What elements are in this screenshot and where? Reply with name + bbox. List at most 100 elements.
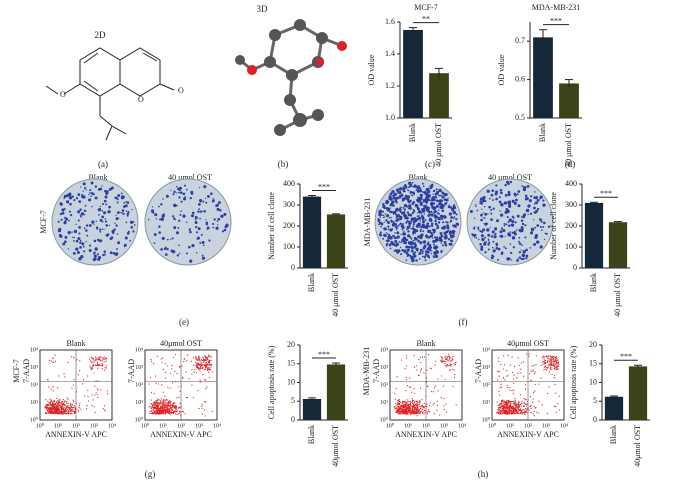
- colony: [401, 249, 404, 252]
- colony: [429, 185, 432, 188]
- event: [158, 409, 160, 411]
- plate: [144, 178, 232, 266]
- event: [50, 410, 52, 412]
- event: [546, 412, 548, 415]
- colony: [407, 230, 410, 233]
- event: [555, 369, 558, 371]
- colony: [153, 233, 157, 236]
- event: [406, 414, 408, 416]
- event: [66, 401, 68, 403]
- colony: [126, 212, 130, 216]
- event: [203, 401, 206, 403]
- event: [508, 402, 510, 404]
- event: [423, 411, 425, 413]
- colony: [430, 213, 434, 217]
- event: [50, 399, 53, 401]
- colony: [199, 217, 201, 220]
- colony: [492, 240, 495, 243]
- event: [515, 406, 517, 408]
- colony: [530, 231, 533, 235]
- event: [171, 409, 174, 411]
- event: [441, 357, 444, 359]
- colony: [382, 202, 385, 206]
- event: [205, 363, 207, 365]
- event: [506, 387, 509, 389]
- colony: [490, 208, 493, 212]
- x-tick-label: 10⁰: [141, 422, 150, 429]
- colony: [205, 201, 208, 204]
- colony: [154, 213, 158, 217]
- colony: [438, 199, 442, 203]
- event: [555, 366, 557, 368]
- event: [60, 413, 62, 415]
- colony: [417, 222, 421, 226]
- colony: [383, 227, 387, 231]
- event: [498, 371, 501, 373]
- event: [202, 356, 204, 358]
- event: [441, 359, 443, 361]
- colony: [427, 229, 432, 234]
- colony: [77, 237, 81, 241]
- colony: [504, 247, 507, 250]
- event: [174, 402, 176, 404]
- colony: [382, 216, 385, 219]
- colony: [59, 202, 62, 204]
- colony: [442, 221, 445, 224]
- event: [517, 402, 520, 404]
- colony: [422, 209, 426, 213]
- colony: [69, 213, 73, 217]
- event: [47, 400, 49, 402]
- colony: [507, 200, 511, 205]
- event: [419, 412, 421, 414]
- event: [201, 405, 203, 407]
- event: [153, 393, 155, 395]
- colony: [126, 214, 129, 217]
- colony: [487, 238, 490, 241]
- colony: [437, 226, 440, 228]
- event: [59, 404, 61, 406]
- colony: [453, 224, 457, 228]
- event: [434, 360, 436, 362]
- event: [405, 379, 407, 381]
- event: [514, 400, 516, 402]
- event: [411, 399, 414, 401]
- event: [59, 404, 62, 406]
- colony: [401, 229, 403, 231]
- colony: [67, 230, 71, 235]
- event: [552, 363, 555, 365]
- colony: [543, 238, 546, 241]
- event: [207, 363, 209, 365]
- event: [431, 390, 433, 393]
- event: [161, 361, 163, 363]
- colony: [101, 203, 105, 206]
- event: [417, 407, 419, 410]
- colony: [81, 195, 85, 199]
- event: [151, 405, 154, 407]
- colony: [527, 204, 531, 208]
- event: [152, 409, 154, 412]
- colony: [161, 236, 165, 240]
- significance: ***: [318, 182, 330, 191]
- event: [543, 361, 546, 363]
- colony: [393, 211, 397, 214]
- colony: [217, 224, 219, 226]
- y-tick-label: 0.5: [515, 113, 525, 122]
- event: [533, 372, 536, 375]
- event: [51, 404, 53, 406]
- colony: [415, 218, 419, 222]
- event: [535, 355, 537, 357]
- event: [426, 403, 428, 405]
- panel-label: (g): [145, 469, 156, 479]
- event: [511, 371, 514, 374]
- event: [67, 398, 69, 400]
- event: [204, 368, 206, 370]
- event: [159, 405, 162, 407]
- colony: [409, 190, 413, 194]
- event: [540, 377, 542, 379]
- event: [532, 413, 534, 415]
- y-tick-label: 200: [565, 221, 577, 230]
- event: [157, 402, 159, 404]
- event: [44, 412, 47, 414]
- event: [502, 368, 504, 370]
- event: [449, 368, 451, 371]
